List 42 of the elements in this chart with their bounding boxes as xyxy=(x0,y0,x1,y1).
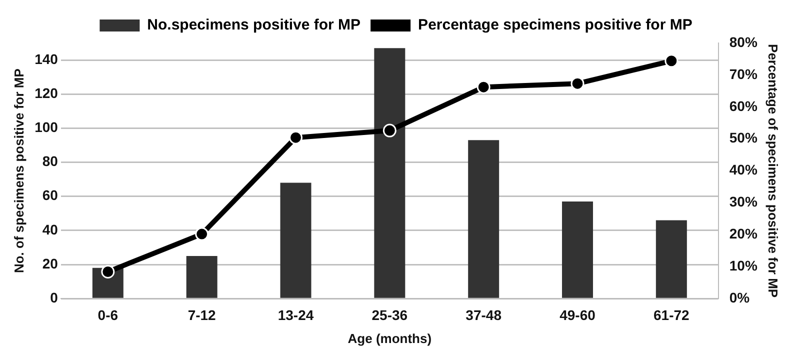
x-tick-label: 49-60 xyxy=(560,306,596,323)
x-axis-title: Age (months) xyxy=(348,330,432,346)
y-tick-label: 120 xyxy=(34,84,58,101)
point xyxy=(289,130,302,144)
y2-axis-title: Percentage of specimens positive for MP xyxy=(766,44,781,298)
x-tick-label: 7-12 xyxy=(188,306,216,323)
y2-tick-label: 30% xyxy=(729,194,758,210)
y-axis-title: No. of specimens positive for MP xyxy=(11,68,26,274)
y2-tick-label: 80% xyxy=(729,34,758,50)
y-tick-label: 60 xyxy=(42,187,58,204)
bar xyxy=(374,48,406,298)
bar xyxy=(468,140,500,298)
point xyxy=(382,124,396,138)
x-tick-label: 0-6 xyxy=(98,306,118,323)
y-tick-label: 140 xyxy=(34,50,58,67)
y2-tick-label: 60% xyxy=(729,98,758,114)
x-tick-label: 25-36 xyxy=(372,306,408,323)
bar xyxy=(562,201,593,298)
legend-label: Percentage specimens positive for MP xyxy=(418,16,692,34)
bar xyxy=(656,220,687,298)
y-tick-label: 40 xyxy=(42,221,58,238)
point xyxy=(570,76,584,90)
y-tick-label: 100 xyxy=(34,119,58,136)
point xyxy=(476,80,490,94)
x-tick-label: 13-24 xyxy=(278,306,314,323)
y2-tick-label: 0% xyxy=(729,289,750,306)
point xyxy=(664,54,678,68)
x-tick-label: 37-48 xyxy=(466,306,502,323)
bar xyxy=(186,256,218,298)
y2-tick-label: 70% xyxy=(729,66,758,82)
y2-tick-label: 20% xyxy=(729,226,758,242)
y2-tick-label: 50% xyxy=(729,130,758,146)
y-tick-label: 20 xyxy=(42,255,58,272)
x-tick-label: 61-72 xyxy=(654,306,690,323)
point xyxy=(195,227,209,241)
point xyxy=(101,265,115,279)
y2-tick-label: 10% xyxy=(729,258,758,274)
y-tick-label: 0 xyxy=(50,289,58,306)
y-tick-label: 80 xyxy=(42,153,58,170)
y2-tick-label: 40% xyxy=(729,162,758,178)
legend-label: No.specimens positive for MP xyxy=(147,16,361,34)
bar xyxy=(280,182,312,298)
